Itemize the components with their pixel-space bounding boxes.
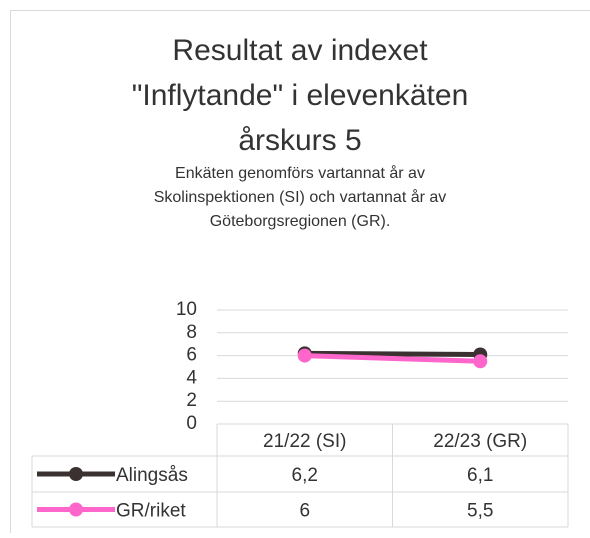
chart-title: Resultat av indexet [172,34,428,67]
legend-marker [69,467,83,481]
chart-subtitle: Skolinspektionen (SI) och vartannat år a… [154,188,447,206]
table-value: 5,5 [467,501,493,522]
y-tick-label: 10 [176,299,197,320]
legend-label: Alingsås [116,465,188,486]
table-value: 6,2 [292,465,318,486]
marker [298,349,312,363]
table-value: 6,1 [467,465,493,486]
y-tick-label: 0 [186,413,197,434]
chart-subtitle: Enkäten genomförs vartannat år av [175,164,425,182]
legend-label: GR/riket [116,501,186,522]
marker [473,354,487,368]
legend-marker [69,503,83,517]
x-tick-label: 21/22 (SI) [263,431,346,452]
y-tick-label: 8 [186,322,197,343]
y-tick-label: 2 [186,390,197,411]
table-value: 6 [299,501,310,522]
chart-title: årskurs 5 [238,124,361,157]
chart-title: "Inflytande" i elevenkäten [132,79,469,112]
x-tick-label: 22/23 (GR) [433,431,527,452]
chart-subtitle: Göteborgsregionen (GR). [210,213,391,230]
y-tick-label: 6 [186,345,197,366]
y-tick-label: 4 [186,367,197,388]
